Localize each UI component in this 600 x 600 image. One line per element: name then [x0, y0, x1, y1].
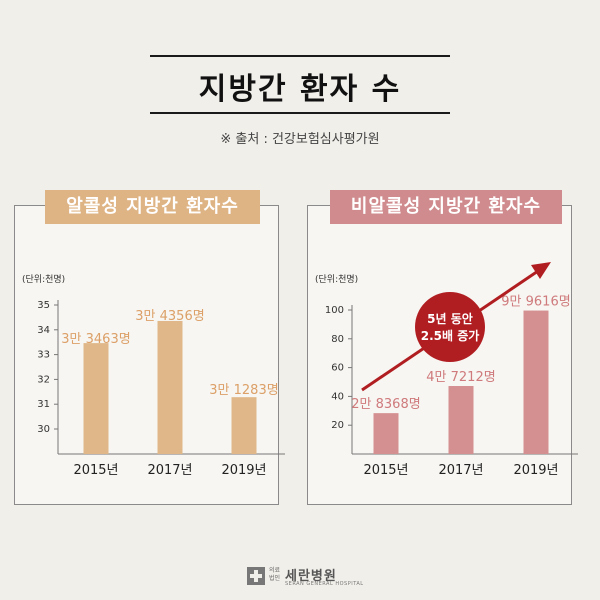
y-tick-label: 31 [37, 399, 50, 410]
cross-logo-icon [247, 567, 265, 585]
y-tick-label: 35 [37, 300, 50, 311]
annotation-line-2: 2.5배 증가 [421, 328, 480, 343]
bar [83, 343, 109, 454]
data-label: 3만 4356명 [135, 309, 204, 324]
annotation-line-1: 5년 동안 [427, 311, 473, 326]
bar [523, 310, 549, 454]
y-tick-label: 100 [325, 305, 344, 316]
y-tick-label: 30 [37, 424, 50, 435]
page-title: 지방간 환자 수 [198, 72, 402, 107]
x-tick-label: 2017년 [438, 463, 483, 478]
y-tick-label: 34 [37, 325, 50, 336]
x-tick-label: 2015년 [363, 463, 408, 478]
bar [231, 397, 257, 454]
y-tick-label: 20 [331, 420, 344, 431]
data-label: 4만 7212명 [426, 370, 495, 385]
y-tick-label: 32 [37, 374, 50, 385]
bar [373, 413, 399, 454]
data-label: 3만 1283명 [209, 383, 278, 398]
bar [448, 386, 474, 454]
y-tick-label: 80 [331, 334, 344, 345]
x-tick-label: 2015년 [73, 463, 118, 478]
title-rule-bottom [150, 112, 450, 114]
trend-arrow-head-icon [531, 262, 551, 279]
hospital-logo: 의료 법인 세란병원 SERAN GENERAL HOSPITAL [247, 566, 363, 588]
logo-english: SERAN GENERAL HOSPITAL [285, 581, 364, 587]
logo-name: 세란병원 [285, 569, 337, 584]
unit-label: (단위:천명) [315, 274, 358, 285]
nonalcoholic-chart-title: 비알콜성 지방간 환자수 [330, 190, 562, 224]
data-label: 9만 9616명 [501, 295, 570, 310]
alcoholic-chart-title: 알콜성 지방간 환자수 [45, 190, 260, 224]
data-label: 2만 8368명 [351, 397, 420, 412]
x-tick-label: 2019년 [221, 463, 266, 478]
bar [157, 320, 183, 454]
source-note: ※ 출처 : 건강보험심사평가원 [220, 132, 380, 147]
title-rule-top [150, 55, 450, 57]
data-label: 3만 3463명 [61, 332, 130, 347]
y-tick-label: 40 [331, 391, 344, 402]
unit-label: (단위:천명) [22, 274, 65, 285]
x-tick-label: 2017년 [147, 463, 192, 478]
annotation-circle [415, 292, 485, 362]
x-tick-label: 2019년 [513, 463, 558, 478]
y-tick-label: 60 [331, 363, 344, 374]
y-tick-label: 33 [37, 350, 50, 361]
logo-subtext: 의료 법인 [269, 567, 281, 582]
